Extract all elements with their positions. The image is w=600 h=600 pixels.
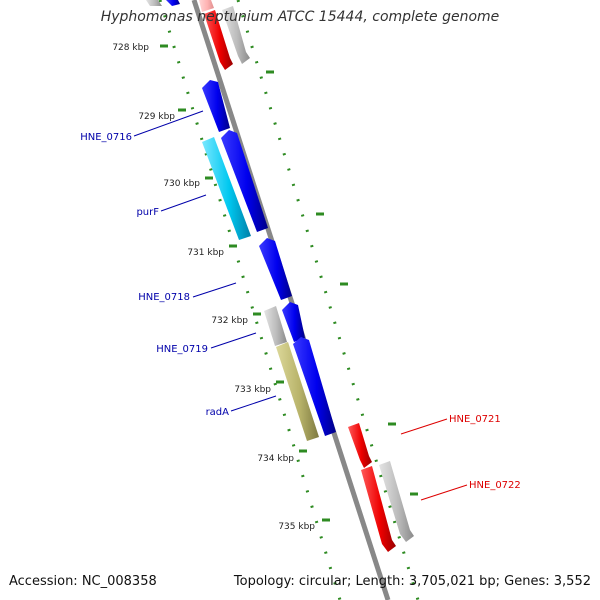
gene-label-hne-0719[interactable]: HNE_0719 [156,344,208,355]
tick-label: 734 kbp [257,454,294,464]
label-leader-line [230,395,277,412]
gene-arrow[interactable] [361,466,396,552]
tick-label: 731 kbp [187,248,224,258]
gene-label-hne-0718[interactable]: HNE_0718 [138,292,190,303]
tick-label: 729 kbp [138,112,175,122]
minus-strand-genes [146,0,336,441]
gene-label-purf[interactable]: purF [136,207,159,218]
gene-arrow[interactable] [146,0,162,6]
label-leader-line [160,194,207,212]
gene-label-rada[interactable]: radA [206,407,230,418]
gene-arrow[interactable] [259,238,292,300]
gene-arrow[interactable] [222,6,250,64]
label-leader-line [133,110,204,137]
tick-label: 733 kbp [234,385,271,395]
genome-summary-text: Topology: circular; Length: 3,705,021 bp… [233,574,591,589]
genome-backbone [191,0,391,600]
gene-arrow[interactable] [199,0,214,12]
tick-marks [158,0,420,600]
gene-label-hne-0716[interactable]: HNE_0716 [80,132,132,143]
gene-arrow[interactable] [379,461,414,542]
label-leader-line [192,282,237,298]
accession-text: Accession: NC_008358 [9,574,157,589]
gene-labels: HNE_0716 purF HNE_0718 HNE_0719 radA HNE… [80,132,521,491]
label-leader-line [400,418,448,435]
gene-arrow[interactable] [293,337,336,436]
tick-line-outer [236,0,420,600]
gene-arrow[interactable] [264,306,287,346]
gene-arrow[interactable] [276,342,319,441]
gene-arrow[interactable] [282,302,305,342]
gene-arrow[interactable] [166,0,180,6]
gene-label-hne-0721[interactable]: HNE_0721 [449,414,501,425]
label-leader-line [210,332,257,349]
tick-labels: 728 kbp 729 kbp 730 kbp 731 kbp 732 kbp … [112,43,315,532]
tick-label: 732 kbp [211,316,248,326]
tick-label: 728 kbp [112,43,149,53]
gene-arrow[interactable] [204,10,233,70]
tick-label: 735 kbp [278,522,315,532]
gene-arrow[interactable] [348,423,372,468]
plus-strand-genes [199,0,414,552]
gene-label-hne-0722[interactable]: HNE_0722 [469,480,521,491]
label-leaders [133,110,468,501]
gene-arrow[interactable] [202,137,251,240]
gene-arrow[interactable] [221,130,268,232]
label-leader-line [420,484,468,501]
gene-arrow[interactable] [202,80,230,132]
tick-label: 730 kbp [163,179,200,189]
